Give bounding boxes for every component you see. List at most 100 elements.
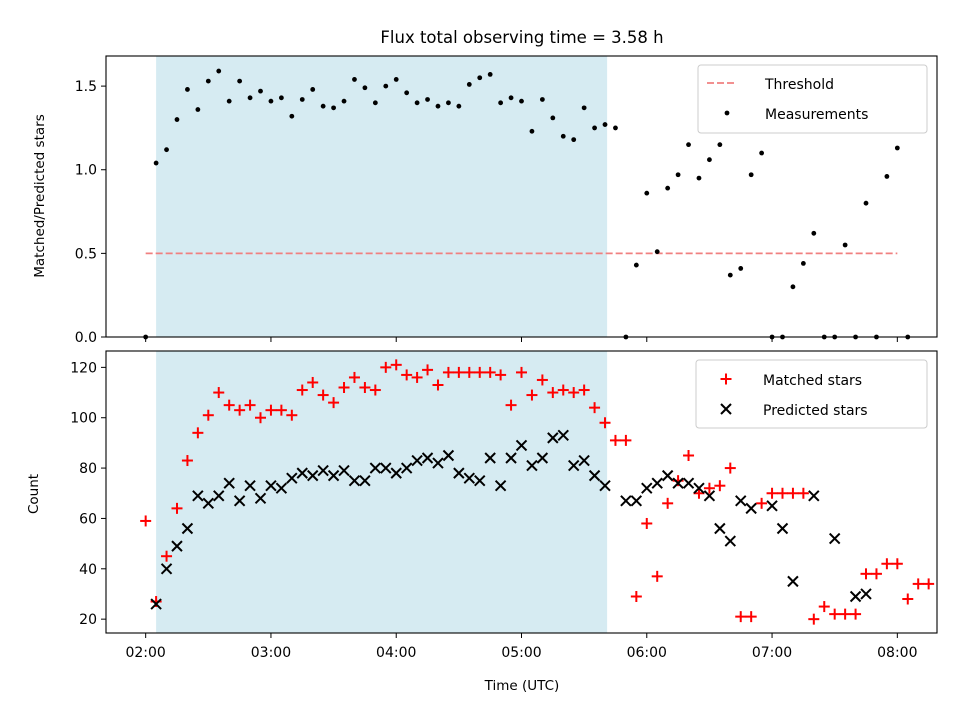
legend-top: Threshold Measurements (697, 64, 928, 134)
predicted-star-point (808, 490, 820, 502)
legend-predicted-label: Predicted stars (763, 403, 868, 419)
measurement-point (289, 113, 295, 119)
matched-star-point (181, 455, 193, 467)
matched-star-point (683, 449, 695, 461)
matched-star-point (724, 462, 736, 474)
measurement-point (571, 137, 577, 143)
matched-star-point (808, 613, 820, 625)
matched-star-point (641, 517, 653, 529)
measurement-point (487, 71, 493, 77)
panel-bottom: 20 40 60 80 100 120 02:00 03:00 04:00 05:00 06:00 0… (26, 350, 938, 694)
measurement-point (446, 100, 451, 106)
bottom-y-tick-label: 100 (70, 411, 97, 427)
bottom-y-tick-label: 120 (70, 360, 97, 376)
matched-star-point (651, 570, 663, 582)
matched-star-point (244, 399, 256, 411)
bottom-x-tick-label: 04:00 (376, 645, 416, 661)
predicted-star-point (160, 563, 173, 575)
predicted-star-point (286, 472, 298, 484)
matched-star-point (850, 608, 862, 620)
predicted-star-point (390, 467, 402, 479)
measurement-point (352, 77, 357, 82)
measurement-point (477, 75, 483, 81)
measurement-point (508, 95, 514, 101)
measurement-point (644, 190, 650, 196)
predicted-star-point (400, 462, 413, 474)
matched-star-point (776, 487, 788, 499)
predicted-star-point (192, 490, 204, 502)
bottom-x-tick-label: 08:00 (877, 645, 917, 661)
predicted-star-point (244, 479, 256, 492)
predicted-star-point (641, 482, 653, 494)
matched-star-point (390, 359, 402, 371)
predicted-star-point (714, 522, 726, 535)
predicted-star-point (776, 522, 789, 535)
matched-star-point (839, 608, 851, 620)
matched-star-point (432, 379, 444, 391)
predicted-star-point (860, 588, 872, 600)
measurement-point (247, 95, 253, 101)
matched-star-point (348, 371, 360, 383)
predicted-star-point (849, 590, 862, 603)
predicted-star-point (369, 462, 382, 474)
predicted-points (150, 429, 872, 610)
legend-matched-marker (720, 373, 732, 385)
measurement-point (456, 103, 462, 109)
measurement-point (842, 242, 848, 248)
matched-star-point (338, 382, 350, 394)
y-axis-label-top: Matched/Predicted stars (32, 114, 48, 277)
predicted-star-point (724, 535, 737, 547)
predicted-star-point (296, 467, 308, 479)
predicted-star-point (275, 482, 288, 494)
matched-star-point (213, 387, 225, 399)
matched-star-point (140, 515, 152, 527)
bottom-y-tick-label: 20 (79, 612, 97, 628)
predicted-star-point (515, 439, 528, 452)
measurement-point (320, 103, 326, 109)
predicted-star-point (432, 457, 444, 469)
measurement-point (800, 261, 806, 266)
predicted-star-point (380, 462, 392, 474)
measurement-point (592, 125, 597, 131)
predicted-star-point (672, 477, 684, 489)
predicted-star-point (202, 497, 215, 510)
matched-star-point (630, 590, 642, 602)
predicted-star-point (306, 469, 319, 482)
matched-star-point (568, 387, 580, 399)
measurement-point (226, 98, 232, 104)
matched-star-point (255, 412, 267, 424)
matched-star-point (860, 568, 872, 580)
matched-star-point (891, 558, 903, 570)
predicted-star-point (213, 490, 225, 502)
bottom-x-tick-label: 05:00 (501, 645, 541, 661)
measurement-point (268, 98, 274, 104)
axes-bottom: 20 40 60 80 100 120 02:00 03:00 04:00 05:00 06:00 0… (70, 350, 938, 661)
measurement-point (581, 105, 587, 111)
predicted-star-point (536, 452, 549, 464)
x-axis-label: Time (UTC) (484, 678, 560, 694)
matched-star-point (307, 376, 319, 388)
matched-star-point (881, 558, 893, 570)
bottom-y-tick-label: 40 (79, 562, 97, 578)
measurement-point (299, 97, 305, 102)
measurement-point (665, 185, 671, 191)
predicted-star-point (317, 464, 329, 477)
matched-star-point (599, 417, 611, 429)
measurement-point (425, 97, 430, 102)
matched-star-point (609, 434, 621, 446)
measurement-point (550, 115, 556, 121)
legend-box-top (697, 64, 928, 134)
measurement-point (393, 77, 399, 82)
predicted-star-point (421, 452, 434, 464)
top-y-tick-label: 0.5 (75, 246, 97, 262)
measurement-point (278, 95, 284, 101)
predicted-star-point (526, 459, 538, 472)
measurement-point (372, 100, 378, 106)
matched-star-point (536, 374, 548, 386)
measurement-point (153, 160, 159, 166)
matched-star-point (442, 366, 454, 378)
matched-star-point (234, 404, 246, 416)
predicted-star-point (588, 469, 601, 482)
predicted-star-point (359, 474, 371, 487)
